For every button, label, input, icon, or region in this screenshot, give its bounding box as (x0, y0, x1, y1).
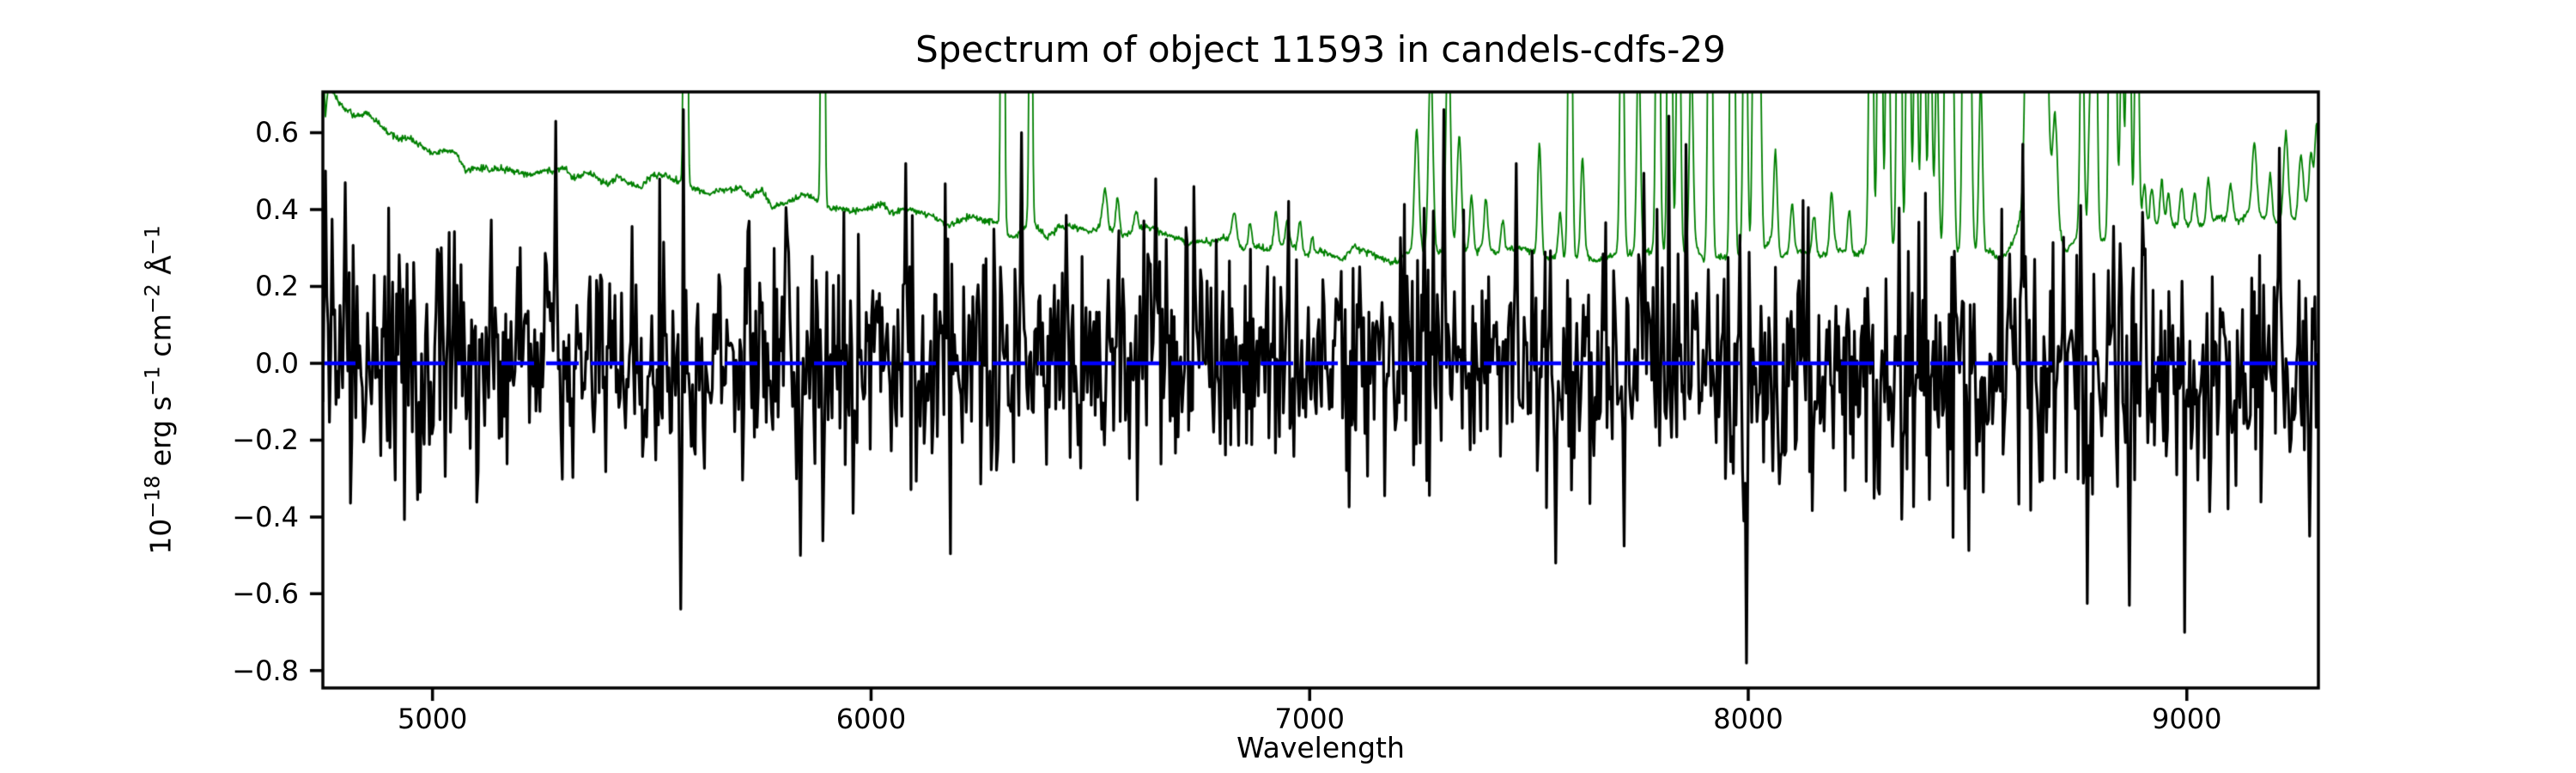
x-tick-label: 9000 (2152, 703, 2222, 735)
plot-title: Spectrum of object 11593 in candels-cdfs… (915, 28, 1726, 70)
y-tick-label: 0.2 (255, 270, 299, 303)
x-axis-label: Wavelength (1236, 731, 1405, 764)
y-tick-label: 0.4 (255, 192, 299, 226)
x-tick-label: 8000 (1713, 703, 1783, 735)
ylabel-superscript: −1 (140, 225, 165, 256)
x-tick-label: 7000 (1274, 703, 1345, 735)
y-tick-label: −0.2 (232, 423, 299, 457)
y-tick-label: −0.6 (232, 577, 299, 611)
x-tick-label: 5000 (397, 703, 468, 735)
y-tick-label: −0.4 (232, 500, 299, 533)
y-tick-label: 0.0 (255, 346, 299, 380)
x-tick-label: 6000 (835, 703, 907, 735)
y-tick-label: 0.6 (255, 116, 299, 149)
y-tick-label: −0.8 (232, 654, 299, 687)
